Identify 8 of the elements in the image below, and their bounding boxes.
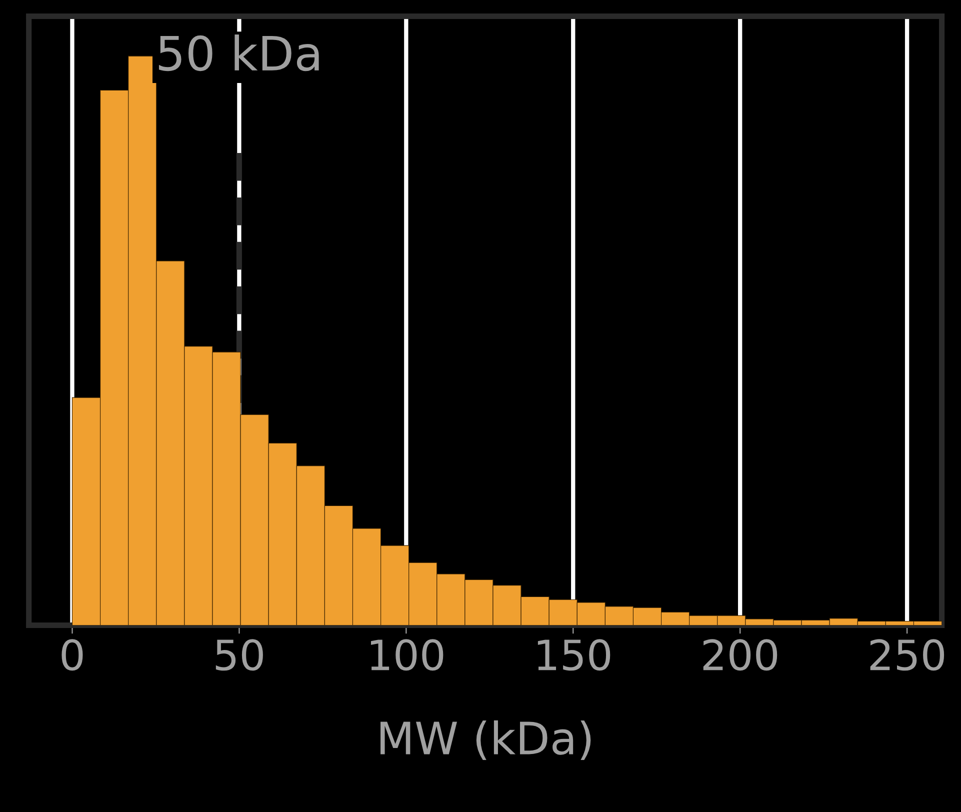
x-tick-label: 250 (870, 639, 944, 671)
x-tick-label: 200 (703, 639, 778, 671)
x-tick-label: 0 (62, 639, 83, 671)
x-tick-label: 50 (216, 639, 263, 671)
x-axis-title: MW (kDa) (380, 720, 591, 760)
ref-line-label: 50 kDa (158, 34, 319, 72)
x-tick-label: 100 (370, 639, 444, 671)
x-tick-label: 150 (538, 639, 610, 671)
